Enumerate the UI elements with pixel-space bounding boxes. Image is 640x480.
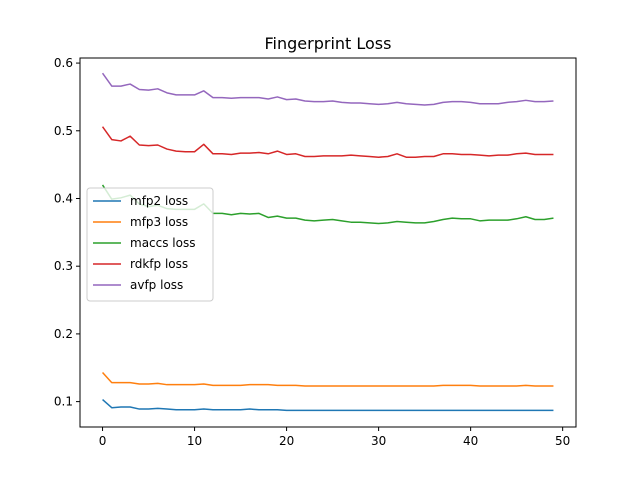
y-tick-label: 0.3 bbox=[54, 259, 73, 273]
x-axis: 0 10 20 30 40 50 bbox=[99, 427, 570, 448]
legend-box bbox=[86, 187, 214, 302]
series-line-avfp-loss bbox=[101, 72, 554, 106]
y-tick-label: 0.5 bbox=[54, 124, 73, 138]
legend-label: rdkfp loss bbox=[130, 257, 188, 271]
chart-title: Fingerprint Loss bbox=[265, 34, 392, 53]
y-axis: 0.1 0.2 0.3 0.4 0.5 0.6 bbox=[54, 56, 80, 409]
x-tick-label: 30 bbox=[371, 434, 386, 448]
y-tick-label: 0.4 bbox=[54, 191, 73, 205]
y-tick-label: 0.1 bbox=[54, 395, 73, 409]
y-tick-label: 0.2 bbox=[54, 327, 73, 341]
x-tick-label: 20 bbox=[279, 434, 294, 448]
legend: mfp2 loss mfp3 loss maccs loss rdkfp loss av… bbox=[86, 187, 214, 302]
x-tick-label: 40 bbox=[463, 434, 478, 448]
x-tick-label: 0 bbox=[99, 434, 107, 448]
plot-frame bbox=[79, 57, 577, 428]
legend-label: avfp loss bbox=[130, 278, 183, 292]
series-line-mfp2-loss bbox=[102, 399, 554, 412]
x-tick-label: 50 bbox=[555, 434, 570, 448]
y-tick-label: 0.6 bbox=[54, 56, 73, 70]
series-line-mfp3-loss bbox=[101, 371, 554, 387]
legend-label: mfp3 loss bbox=[130, 215, 188, 229]
legend-label: maccs loss bbox=[130, 236, 195, 250]
series-line-rdkfp-loss bbox=[101, 126, 554, 158]
x-tick-label: 10 bbox=[187, 434, 202, 448]
legend-label: mfp2 loss bbox=[130, 194, 188, 208]
